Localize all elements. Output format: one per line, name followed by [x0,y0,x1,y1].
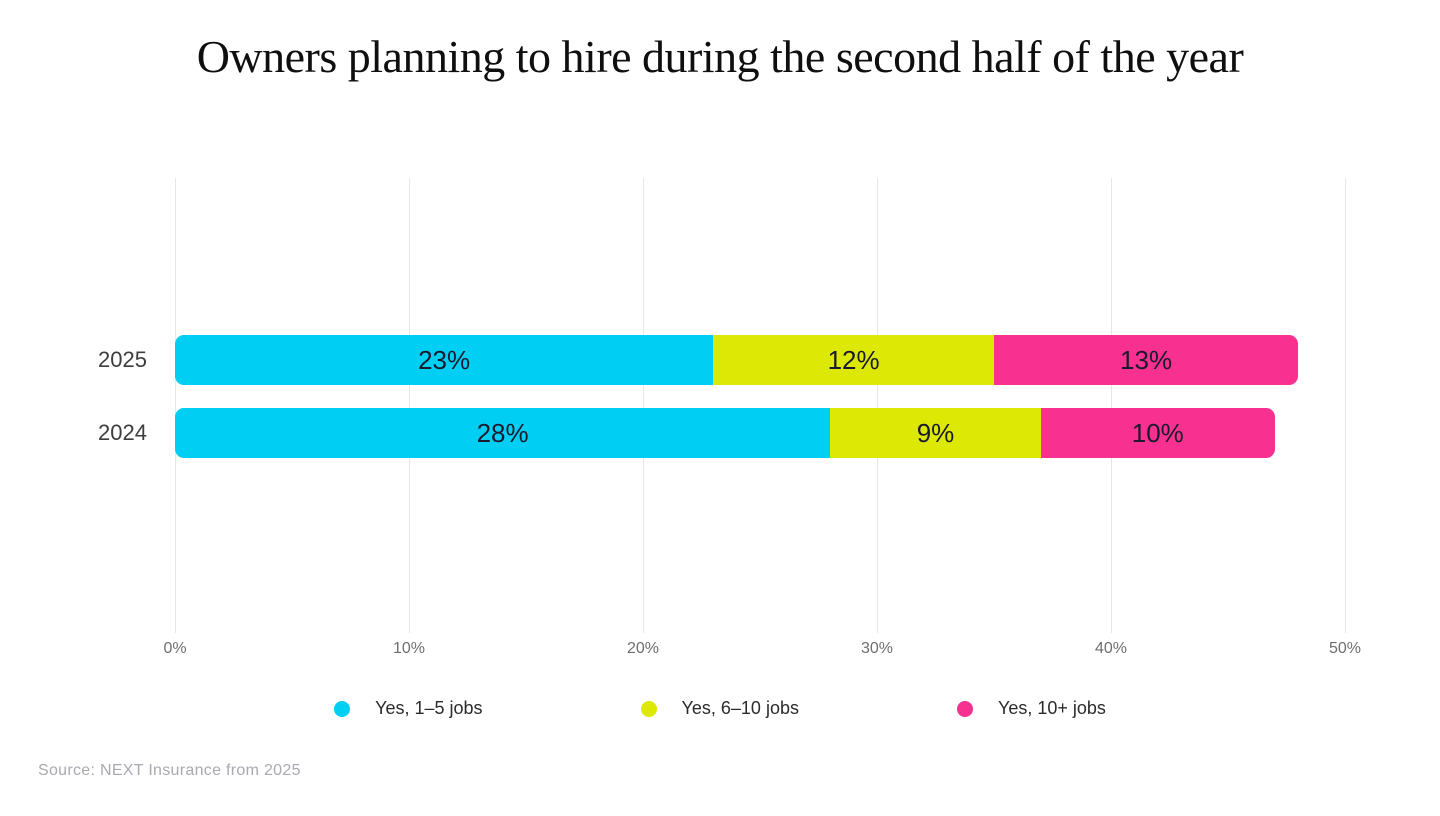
legend-label: Yes, 1–5 jobs [375,698,483,718]
x-axis-tick-label: 40% [1094,640,1128,657]
bar-value-label: 10% [1131,417,1184,448]
bar-row: 2025 23% 12% 13% [98,335,1345,385]
bar-segment: 12% [713,335,994,385]
legend-swatch-icon [640,700,657,717]
x-axis-tick-label: 10% [392,640,426,657]
gridline [1111,178,1112,633]
bar-value-label: 28% [476,417,529,448]
bar-value-label: 23% [418,344,471,375]
legend-swatch-icon [334,700,351,717]
bar-segment: 9% [830,408,1041,458]
legend-item: Yes, 10+ jobs [956,698,1106,719]
legend-label: Yes, 10+ jobs [997,698,1106,718]
stacked-bar: 23% 12% 13% [175,335,1345,385]
legend-item: Yes, 6–10 jobs [640,698,799,719]
bar-row: 2024 28% 9% 10% [98,408,1345,458]
stacked-bar: 28% 9% 10% [175,408,1345,458]
legend-swatch-icon [956,700,973,717]
bar-value-label: 12% [827,344,880,375]
x-axis-tick-label: 30% [860,640,894,657]
source-note: Source: NEXT Insurance from 2025 [38,762,301,779]
gridline [1345,178,1346,633]
plot-area: 0% 10% 20% 30% 40% 50% 2025 23% 12% 13% 2024 28% 9% 1… [98,178,1361,657]
bar-value-label: 13% [1120,344,1173,375]
gridline [877,178,878,633]
bar-segment: 13% [993,335,1299,385]
bar-segment: 28% [175,408,831,458]
gridline [175,178,176,633]
bar-value-label: 9% [916,417,955,448]
legend-label: Yes, 6–10 jobs [681,698,799,718]
bar-segment: 23% [175,335,714,385]
gridline [409,178,410,633]
category-label: 2024 [98,420,147,445]
x-axis-tick-label: 20% [626,640,660,657]
legend-item: Yes, 1–5 jobs [334,698,483,719]
x-axis-tick-label: 0% [163,640,187,657]
gridline [643,178,644,633]
chart-title: Owners planning to hire during the secon… [196,31,1244,82]
legend: Yes, 1–5 jobs Yes, 6–10 jobs Yes, 10+ jo… [0,698,1440,719]
bar-segment: 10% [1040,408,1275,458]
category-label: 2025 [98,347,147,372]
x-axis-tick-label: 50% [1328,640,1362,657]
